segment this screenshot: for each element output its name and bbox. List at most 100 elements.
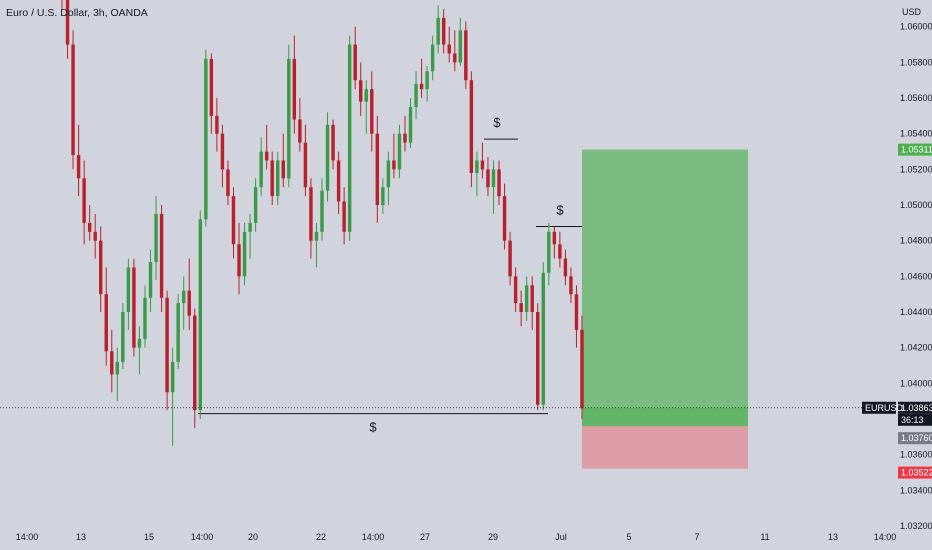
candle-body: [303, 142, 308, 188]
candle-body: [82, 178, 86, 223]
candle-body: [441, 17, 446, 45]
candle-body: [486, 169, 490, 188]
candle-body: [104, 294, 108, 352]
symbol-tag-bg: [862, 401, 896, 414]
candle-body: [519, 303, 523, 313]
candle-body: [547, 231, 551, 273]
title-text: Euro / U.S. Dollar, 3h, OANDA: [6, 7, 148, 19]
price-tick-label: 1.06000: [900, 22, 932, 32]
time-tick-label: 14:00: [362, 532, 385, 542]
time-tick-label: 29: [488, 532, 498, 542]
candle-body: [524, 285, 529, 313]
time-tick-label: 20: [248, 532, 258, 542]
tp-price-tag: 1.05311: [901, 145, 932, 155]
time-tick-label: 14:00: [191, 532, 214, 542]
symbol-title[interactable]: Euro / U.S. Dollar, 3h, OANDA: [6, 7, 148, 19]
candle-body: [143, 297, 147, 339]
candle-body: [364, 89, 368, 102]
candle-body: [76, 155, 81, 179]
countdown-tag: 36:13: [901, 415, 924, 425]
time-tick-label: 11: [760, 532, 769, 542]
candle-body: [408, 106, 413, 143]
time-tick-label: 22: [316, 532, 326, 542]
price-axis[interactable]: USD 1.06000 1.05800 1.05600 1.05400 1.05200 1.…: [862, 0, 932, 550]
candle-body: [541, 272, 545, 405]
price-tick-label: 1.05600: [900, 93, 932, 103]
candle-body: [220, 133, 225, 170]
price-tick-label: 1.05200: [900, 164, 932, 174]
candle-body: [502, 196, 507, 241]
candle-body: [580, 329, 584, 409]
candle-body: [154, 213, 158, 263]
candle-body: [248, 222, 252, 232]
candle-body: [309, 187, 313, 241]
sl-price-tag-bg: [898, 466, 932, 479]
pnl-zone: [582, 407, 748, 427]
candle-body: [530, 285, 534, 313]
time-tick-label: Jul: [555, 532, 567, 542]
target-zone[interactable]: [582, 149, 748, 427]
symbol-tag: EURUSD: [865, 403, 904, 413]
candle-body: [181, 290, 186, 304]
candle-body: [281, 160, 285, 179]
time-tick-label: 5: [626, 532, 631, 542]
candle-body: [436, 17, 440, 45]
candle-body: [99, 240, 103, 295]
candle-body: [419, 83, 424, 90]
liquidity-levels[interactable]: $ $ $: [198, 115, 582, 435]
price-tick-label: 1.03400: [900, 485, 932, 495]
candle-body: [87, 222, 92, 232]
candle-body: [287, 58, 291, 179]
candle-body: [381, 187, 385, 206]
price-tick-label: 1.05400: [900, 129, 932, 139]
time-tick-label: 13: [76, 532, 86, 542]
time-tick-label: 14:00: [16, 532, 39, 542]
time-tick-label: 15: [144, 532, 154, 542]
price-tick-label: 1.04600: [900, 271, 932, 281]
candle-body: [132, 267, 136, 348]
price-tick-label: 1.04200: [900, 343, 932, 353]
candle-body: [137, 338, 142, 348]
candle-body: [270, 160, 274, 197]
candle-body: [480, 160, 485, 170]
candle-body: [193, 315, 197, 411]
candle-body: [353, 44, 357, 81]
candle-body: [464, 30, 468, 81]
candle-body: [386, 160, 391, 188]
candle-body: [71, 44, 75, 156]
tp-price-tag-bg: [898, 143, 932, 156]
candle-body: [414, 83, 418, 107]
candle-body: [314, 231, 319, 241]
time-axis[interactable]: 14:00 13 15 14:00 20 22 14:00 27 29 Jul 5 7 11 13 14:0…: [16, 532, 897, 542]
candle-body: [425, 71, 429, 90]
candle-body: [447, 44, 451, 54]
long-position-tool[interactable]: [582, 149, 748, 469]
price-tick-label: 1.04400: [900, 307, 932, 317]
candle-body: [204, 58, 208, 220]
candle-body: [325, 124, 330, 191]
candle-body: [276, 160, 280, 197]
candle-body: [403, 133, 407, 143]
candle-body: [347, 44, 352, 232]
sl-price-tag: 1.03522: [901, 468, 932, 478]
price-tick-label: 1.05800: [900, 57, 932, 67]
candle-body: [552, 231, 557, 245]
price-axis-background: [896, 0, 932, 550]
candle-body: [159, 213, 164, 298]
candle-body: [253, 187, 258, 223]
candle-body: [292, 58, 297, 120]
candle-body: [226, 169, 230, 197]
candle-body: [215, 115, 219, 134]
candle-body: [209, 58, 214, 116]
time-tick-label: 13: [828, 532, 838, 542]
candle-body: [569, 276, 573, 295]
candle-body: [259, 151, 263, 188]
candle-body: [475, 160, 479, 173]
candle-body: [430, 44, 435, 72]
candle-body: [458, 30, 463, 63]
candle-body: [264, 151, 269, 161]
candle-body: [298, 119, 302, 143]
stop-zone[interactable]: [582, 426, 748, 469]
